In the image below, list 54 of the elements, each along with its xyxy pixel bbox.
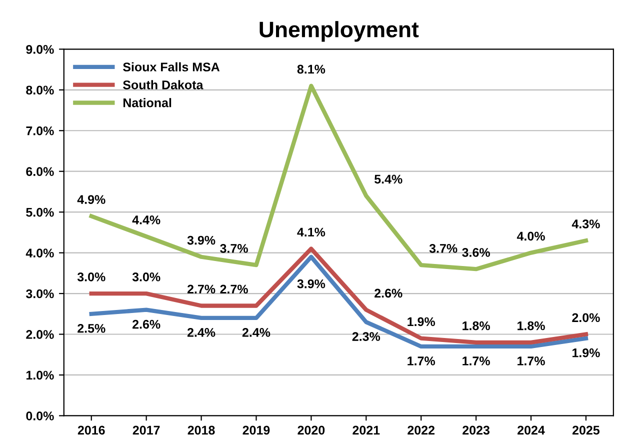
- x-tick-label: 2016: [78, 426, 105, 435]
- data-label: 5.4%: [374, 174, 402, 184]
- x-tick-label: 2025: [572, 426, 600, 435]
- data-label: 1.8%: [518, 321, 545, 330]
- x-tick-label: 2020: [298, 426, 325, 435]
- data-label: 2.6%: [132, 320, 160, 329]
- legend-label: National: [123, 98, 172, 108]
- x-tick-label: 2023: [462, 426, 490, 435]
- chart-title: Unemployment: [260, 21, 419, 42]
- x-tick-label: 2024: [518, 426, 545, 435]
- y-tick-label: 8.0%: [26, 86, 54, 95]
- legend-label: South Dakota: [123, 80, 204, 90]
- y-tick-label: 9.0%: [26, 44, 54, 54]
- data-label: 1.8%: [462, 321, 490, 330]
- data-label: 1.7%: [408, 356, 436, 366]
- data-label: 3.9%: [297, 279, 326, 288]
- data-label: 3.6%: [462, 248, 490, 257]
- x-tick-label: 2021: [352, 426, 380, 435]
- data-label: 2.6%: [374, 288, 402, 298]
- data-label: 8.1%: [297, 64, 326, 74]
- data-label: 4.4%: [132, 216, 160, 224]
- data-label: 2.5%: [78, 324, 106, 333]
- data-label: 4.1%: [297, 228, 326, 237]
- data-label: 1.9%: [408, 317, 436, 326]
- y-tick-label: 1.0%: [26, 370, 54, 380]
- data-label: 1.9%: [572, 348, 600, 358]
- data-label: 3.7%: [220, 244, 248, 253]
- data-label: 3.7%: [429, 244, 458, 253]
- data-label: 2.4%: [242, 328, 270, 337]
- y-tick-label: 7.0%: [26, 126, 54, 136]
- data-label: 4.9%: [77, 195, 106, 204]
- data-label: 1.7%: [518, 356, 545, 366]
- data-label: 2.7%: [220, 284, 248, 294]
- y-tick-label: 0.0%: [26, 412, 54, 420]
- data-label: 4.3%: [572, 220, 600, 228]
- x-tick-label: 2018: [188, 426, 215, 435]
- data-label: 2.7%: [187, 284, 216, 294]
- data-label: 2.4%: [187, 328, 216, 337]
- legend-label: Sioux Falls MSA: [123, 62, 220, 72]
- data-label: 3.0%: [132, 272, 160, 282]
- x-tick-label: 2019: [242, 426, 270, 435]
- data-label: 3.0%: [77, 272, 106, 282]
- x-tick-label: 2022: [408, 426, 435, 435]
- y-tick-label: 3.0%: [26, 289, 54, 298]
- y-tick-label: 6.0%: [26, 167, 54, 176]
- x-tick-label: 2017: [132, 426, 160, 435]
- data-label: 1.7%: [462, 356, 490, 366]
- data-label: 3.9%: [187, 236, 216, 245]
- data-label: 2.0%: [572, 313, 600, 322]
- y-tick-label: 2.0%: [26, 330, 54, 339]
- y-tick-label: 5.0%: [26, 208, 54, 217]
- data-label: 4.0%: [516, 232, 545, 241]
- data-label: 2.3%: [352, 332, 380, 341]
- y-tick-label: 4.0%: [26, 248, 54, 258]
